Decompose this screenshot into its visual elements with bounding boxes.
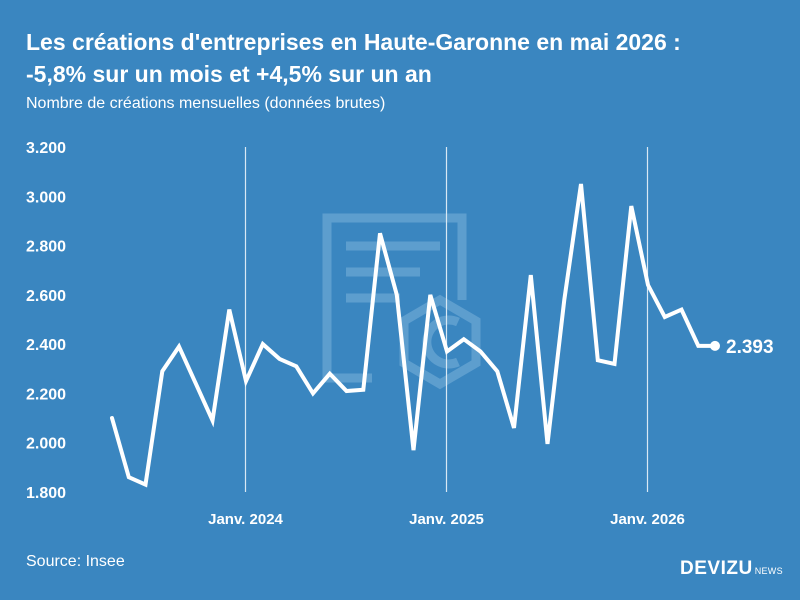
last-value-label: 2.393	[726, 337, 774, 358]
x-tick-label: Janv. 2024	[208, 511, 283, 528]
x-tick-label: Janv. 2026	[610, 511, 685, 528]
brand-logo: DEVIZU NEWS	[680, 558, 783, 580]
source-note: Source: Insee	[26, 553, 125, 570]
watermark-document	[322, 213, 467, 383]
series: 2.393	[110, 183, 774, 488]
chart-title: Les créations d'entreprises en Haute-Gar…	[26, 26, 786, 90]
brand-suffix: NEWS	[754, 566, 783, 576]
watermark-hexagon	[399, 294, 481, 390]
document-euro-icon	[322, 213, 481, 390]
y-tick-label: 3.000	[26, 189, 66, 206]
y-tick-label: 2.200	[26, 386, 66, 403]
y-tick-label: 1.800	[26, 485, 66, 502]
chart-title-line-2: -5,8% sur un mois et +4,5% sur un an	[26, 61, 432, 87]
series-line	[110, 183, 717, 488]
chart-title-line-1: Les créations d'entreprises en Haute-Gar…	[26, 29, 681, 55]
y-tick-label: 2.400	[26, 337, 66, 354]
y-tick-label: 2.000	[26, 436, 66, 453]
y-tick-label: 2.600	[26, 288, 66, 305]
y-tick-label: 3.200	[26, 140, 66, 157]
last-point	[710, 340, 720, 351]
brand-name: DEVIZU	[680, 558, 753, 579]
x-axis: Janv. 2024 Janv. 2025 Janv. 2026	[208, 147, 685, 528]
y-axis: 1.800 2.000 2.200 2.400 2.600 2.800 3.000 3.200	[26, 140, 66, 502]
y-tick-label: 2.800	[26, 239, 66, 256]
x-tick-label: Janv. 2025	[409, 511, 484, 528]
chart-subtitle: Nombre de créations mensuelles (données …	[26, 95, 386, 112]
